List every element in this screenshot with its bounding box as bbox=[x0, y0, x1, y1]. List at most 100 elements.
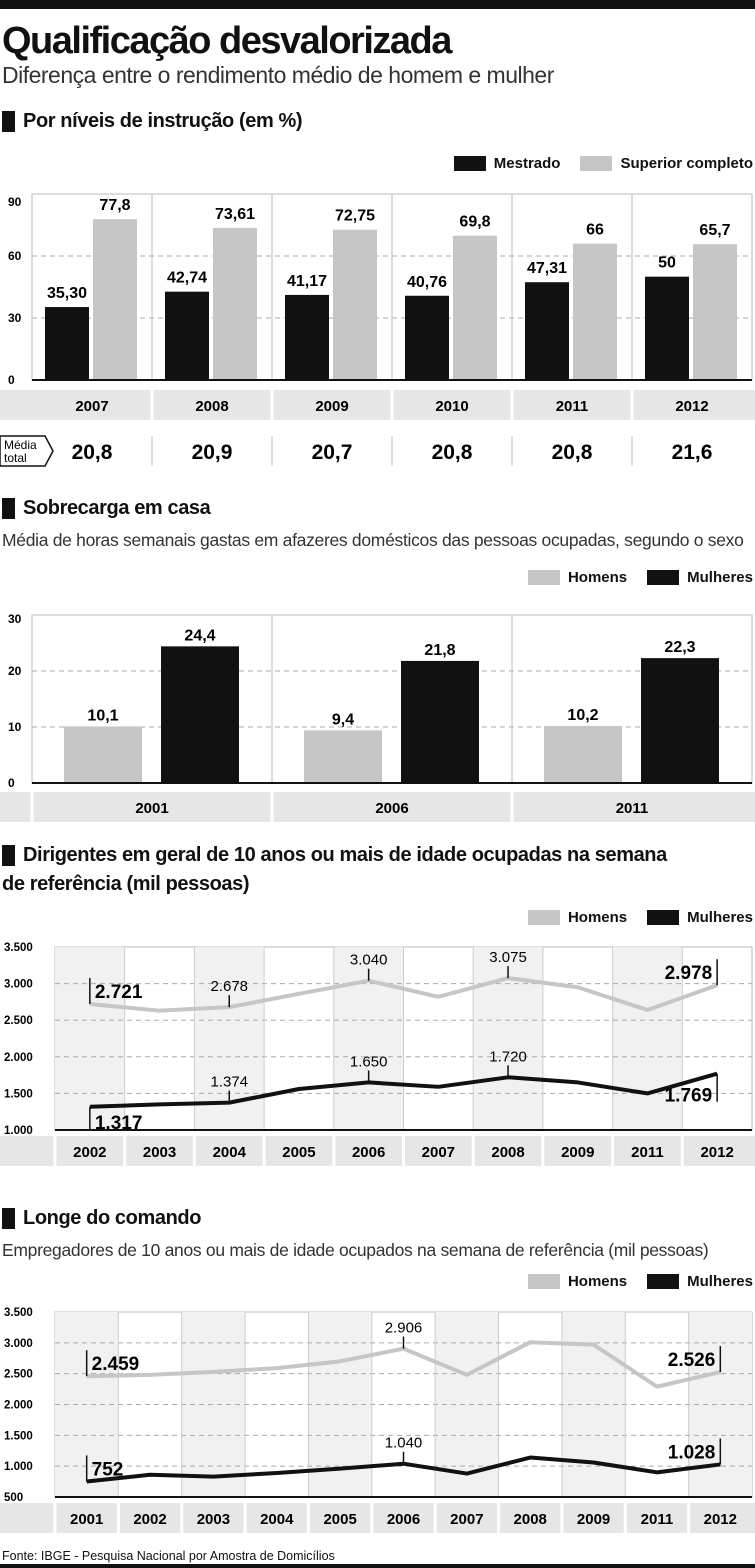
data-label: 40,76 bbox=[407, 274, 447, 291]
legend-item-superior: Superior completo bbox=[580, 155, 753, 172]
category-band bbox=[0, 1503, 755, 1533]
series-line-homens bbox=[86, 1340, 721, 1389]
y-tick-label: 1.500 bbox=[4, 1430, 33, 1442]
category-label: 2009 bbox=[315, 398, 348, 415]
category-label: 2011 bbox=[631, 1144, 664, 1161]
legend-1: Mestrado Superior completo bbox=[434, 155, 753, 172]
category-label: 2003 bbox=[143, 1144, 176, 1161]
y-tick-label: 500 bbox=[4, 1492, 23, 1504]
series-line-homens bbox=[89, 976, 718, 1013]
legend-item-mestrado: Mestrado bbox=[453, 155, 561, 172]
section-marker bbox=[2, 845, 15, 866]
legend-item-homens: Homens bbox=[527, 569, 627, 586]
legend-label: Mulheres bbox=[687, 1273, 753, 1290]
data-label: 9,4 bbox=[332, 711, 354, 728]
data-label: 41,17 bbox=[287, 273, 327, 290]
data-label: 69,8 bbox=[459, 214, 490, 231]
section-3-title: Dirigentes em geral de 10 anos ou mais d… bbox=[2, 844, 667, 867]
value-label: 2.721 bbox=[95, 982, 143, 1003]
legend-item-mulheres: Mulheres bbox=[647, 909, 753, 926]
bar-mestrado bbox=[165, 291, 209, 380]
bar-mestrado bbox=[285, 294, 329, 380]
bar-homens bbox=[64, 726, 142, 783]
category-label: 2008 bbox=[195, 398, 228, 415]
legend-item-homens: Homens bbox=[527, 909, 628, 926]
legend-label: Homens bbox=[567, 909, 628, 926]
legend-swatch-light bbox=[527, 910, 560, 925]
bottom-rule bbox=[0, 1564, 755, 1568]
data-label: 24,4 bbox=[184, 627, 215, 644]
media-label-box bbox=[0, 435, 54, 467]
chart-sobrecarga: 0 10 20 30 10,1 24,4 9,4 21,8 10,2 22,3 2001 2006 20… bbox=[0, 612, 755, 822]
y-tick-label: 60 bbox=[8, 249, 22, 263]
bar-superior bbox=[333, 229, 377, 380]
bar-mulheres bbox=[161, 646, 239, 783]
legend-label: Superior completo bbox=[620, 155, 753, 172]
category-label: 2011 bbox=[556, 398, 589, 415]
y-tick-label: 2.000 bbox=[4, 1052, 33, 1064]
legend-swatch-dark bbox=[453, 156, 486, 171]
category-label: 2012 bbox=[700, 1144, 733, 1161]
y-tick-label: 2.500 bbox=[4, 1015, 33, 1027]
y-tick-label: 1.000 bbox=[4, 1461, 33, 1473]
bar-superior bbox=[453, 235, 497, 380]
media-value: 20,8 bbox=[552, 441, 593, 464]
media-value: 21,6 bbox=[672, 441, 713, 464]
section-1-title: Por níveis de instrução (em %) bbox=[2, 110, 303, 133]
data-label: 72,75 bbox=[335, 208, 375, 225]
y-tick-label: 0 bbox=[8, 776, 15, 790]
top-rule bbox=[0, 0, 755, 9]
data-label: 35,30 bbox=[47, 285, 87, 302]
section-3-title-text: Dirigentes em geral de 10 anos ou mais d… bbox=[23, 844, 667, 866]
legend-item-mulheres: Mulheres bbox=[647, 569, 753, 586]
category-label: 2007 bbox=[450, 1511, 483, 1528]
category-label: 2008 bbox=[491, 1144, 524, 1161]
bar-mestrado bbox=[405, 295, 449, 380]
value-label: 1.317 bbox=[95, 1113, 143, 1134]
section-1-title-text: Por níveis de instrução (em %) bbox=[23, 110, 303, 132]
y-tick-label: 3.500 bbox=[4, 1307, 33, 1319]
plot-area bbox=[31, 614, 753, 784]
category-label: 2008 bbox=[514, 1511, 547, 1528]
y-tick-label: 10 bbox=[8, 720, 22, 734]
value-label: 3.040 bbox=[350, 952, 388, 969]
value-label: 2.978 bbox=[665, 963, 713, 984]
data-label: 66 bbox=[586, 222, 604, 239]
page-subtitle: Diferença entre o rendimento médio de ho… bbox=[2, 62, 554, 88]
legend-swatch-light bbox=[527, 570, 560, 585]
category-label: 2006 bbox=[375, 800, 408, 817]
legend-item-mulheres: Mulheres bbox=[647, 1273, 753, 1290]
category-label: 2005 bbox=[323, 1511, 356, 1528]
bar-homens bbox=[304, 730, 382, 783]
value-label: 1.650 bbox=[350, 1053, 388, 1070]
bar-mestrado bbox=[45, 307, 89, 380]
chart-dirigentes: 1.000 1.500 2.000 2.500 3.000 3.500 2.721 2.678… bbox=[0, 942, 755, 1166]
value-label: 752 bbox=[92, 1459, 124, 1480]
category-label: 2007 bbox=[75, 398, 108, 415]
legend-swatch-dark bbox=[647, 570, 680, 585]
y-tick-label: 1.000 bbox=[4, 1125, 33, 1137]
bar-mestrado bbox=[525, 282, 569, 380]
section-3-title-line2: de referência (mil pessoas) bbox=[2, 873, 250, 895]
media-label: Média bbox=[4, 438, 37, 452]
value-label: 2.459 bbox=[92, 1354, 140, 1375]
category-label: 2006 bbox=[352, 1144, 385, 1161]
category-band bbox=[0, 390, 755, 420]
y-tick-label: 30 bbox=[8, 311, 22, 325]
bar-mestrado bbox=[645, 276, 689, 380]
category-label: 2003 bbox=[197, 1511, 230, 1528]
category-label: 2002 bbox=[133, 1511, 166, 1528]
section-2-title: Sobrecarga em casa bbox=[2, 497, 211, 520]
y-tick-label: 3.000 bbox=[4, 1338, 33, 1350]
category-label: 2004 bbox=[260, 1511, 294, 1528]
value-label: 1.769 bbox=[665, 1086, 713, 1107]
category-label: 2010 bbox=[435, 398, 468, 415]
value-label: 2.906 bbox=[385, 1320, 423, 1337]
series-line-mulheres bbox=[89, 1071, 718, 1109]
legend-swatch-light bbox=[527, 1274, 560, 1289]
legend-3: Homens Mulheres bbox=[508, 909, 753, 926]
y-tick-label: 1.500 bbox=[4, 1088, 33, 1100]
section-marker bbox=[2, 111, 15, 132]
legend-label: Mestrado bbox=[493, 155, 561, 172]
bar-mulheres bbox=[401, 660, 479, 783]
